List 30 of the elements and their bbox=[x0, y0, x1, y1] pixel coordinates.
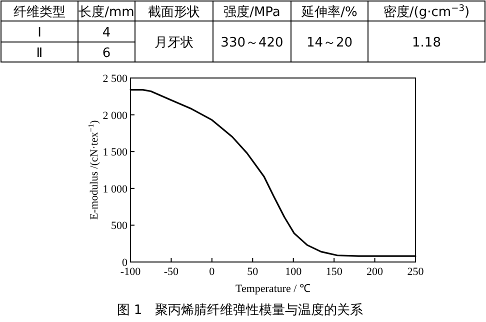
x-tick-label: 0 bbox=[209, 266, 216, 278]
x-axis-title: Temperature / ℃ bbox=[236, 283, 310, 295]
x-tick-label: 200 bbox=[366, 266, 384, 278]
text: 纤维类型 bbox=[14, 5, 66, 20]
y-tick-label: 2 500 bbox=[102, 73, 128, 85]
text: 密度/(g·cm$^{−3}$) bbox=[383, 4, 470, 20]
text: 4 bbox=[102, 26, 111, 40]
text: 长度/mm bbox=[78, 4, 134, 20]
text: 14～20 bbox=[306, 36, 353, 50]
y-tick-label: 500 bbox=[111, 220, 128, 232]
y-tick-label: 1 500 bbox=[102, 146, 128, 159]
x-tick-label: 50 bbox=[247, 266, 259, 278]
text: 6 bbox=[102, 46, 111, 61]
text: 330～420 bbox=[220, 36, 284, 50]
text: Ⅱ bbox=[36, 46, 43, 61]
text: 图 1 聚丙烯腈纤维弹性模量与温度的关系 bbox=[116, 302, 364, 318]
x-tick-label: 250 bbox=[407, 266, 424, 278]
x-tick-label: -100 bbox=[120, 266, 142, 278]
text: 延伸率/% bbox=[300, 4, 358, 20]
text: 强度/MPa bbox=[224, 4, 280, 20]
x-tick-label: 100 bbox=[285, 266, 302, 278]
text: Ⅰ bbox=[38, 26, 42, 40]
y-tick-label: 2 000 bbox=[102, 110, 128, 122]
x-tick-label: -50 bbox=[164, 266, 180, 278]
y-tick-label: 0 bbox=[122, 257, 128, 269]
text: 月牙状 bbox=[154, 36, 194, 50]
text: 1.18 bbox=[412, 36, 441, 50]
x-tick-label: 150 bbox=[326, 266, 343, 278]
text: 截面形状 bbox=[148, 5, 200, 20]
y-tick-label: 1 000 bbox=[102, 183, 128, 196]
